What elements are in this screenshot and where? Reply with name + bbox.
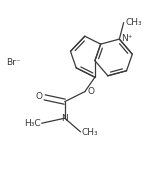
Text: N⁺: N⁺ (122, 34, 133, 43)
Text: O: O (35, 92, 42, 101)
Text: O: O (88, 87, 95, 96)
Text: H₃C: H₃C (24, 119, 40, 128)
Text: Br⁻: Br⁻ (6, 58, 20, 67)
Text: N: N (61, 114, 68, 123)
Text: CH₃: CH₃ (125, 18, 142, 27)
Text: CH₃: CH₃ (82, 128, 99, 137)
